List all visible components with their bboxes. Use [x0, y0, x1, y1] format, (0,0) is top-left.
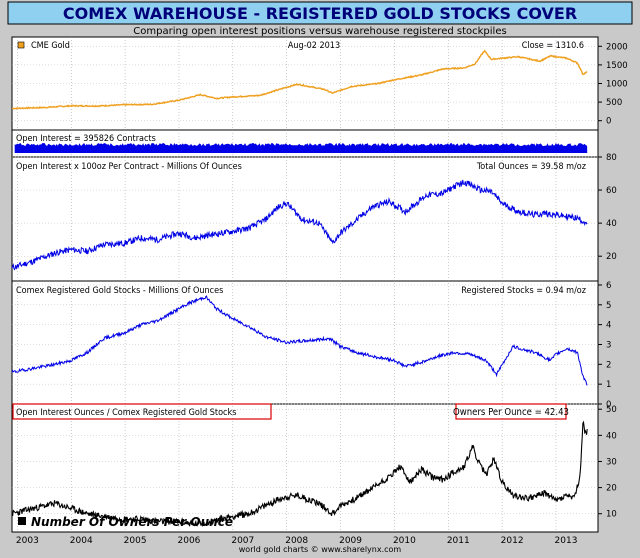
y-tick-label: 60 [606, 186, 617, 196]
x-tick-label: 2006 [178, 536, 201, 546]
y-tick-label: 20 [606, 252, 617, 262]
footer-credit: world gold charts © www.sharelynx.com [239, 545, 402, 554]
y-tick-label: 10 [606, 510, 617, 520]
y-tick-label: 6 [606, 281, 611, 291]
y-tick-label: 500 [606, 98, 622, 108]
chart-subtitle: Comparing open interest positions versus… [133, 26, 506, 37]
gold-legend-label: CME Gold [31, 41, 70, 51]
ratio-label-box [12, 403, 272, 420]
gold-price-line [12, 49, 588, 110]
y-tick-label: 5 [606, 301, 611, 311]
y-tick-label: 3 [606, 340, 611, 350]
gold-date-label: Aug-02 2013 [288, 41, 340, 51]
y-tick-label: 1500 [606, 61, 628, 71]
x-tick-label: 2012 [501, 536, 524, 546]
y-tick-label: 40 [606, 431, 617, 441]
x-tick-label: 2008 [285, 536, 308, 546]
owners-legend-swatch [18, 517, 26, 525]
plot-frame [11, 36, 599, 533]
x-tick-label: 2010 [393, 536, 416, 546]
y-tick-label: 30 [606, 457, 617, 467]
y-tick-label: 40 [606, 219, 617, 229]
y-tick-label: 20 [606, 484, 617, 494]
y-tick-label: 4 [606, 321, 611, 331]
owners-legend-label: Number Of Owners Per Ounce [31, 515, 233, 529]
y-tick-label: 2000 [606, 42, 628, 52]
y-tick-label: 1000 [606, 80, 628, 90]
y-tick-label: 80 [606, 153, 617, 163]
open-interest-area [14, 143, 588, 153]
x-tick-label: 2013 [555, 536, 578, 546]
open-interest-label: Open Interest = 395826 Contracts [16, 134, 156, 144]
owners-readout-box [455, 403, 567, 420]
y-tick-label: 50 [606, 405, 617, 415]
oi-ounces-label: Open Interest x 100oz Per Contract - Mil… [16, 162, 242, 172]
x-tick-label: 2011 [447, 536, 470, 546]
registered-stocks-label: Comex Registered Gold Stocks - Millions … [16, 286, 223, 296]
x-tick-label: 2005 [124, 536, 147, 546]
gold-legend-swatch [17, 41, 25, 49]
registered-stocks-line [11, 295, 588, 386]
title-bar [7, 1, 633, 25]
chart-title: COMEX WAREHOUSE - REGISTERED GOLD STOCKS… [63, 4, 577, 23]
y-tick-label: 2 [606, 360, 611, 370]
y-tick-label: 1 [606, 380, 611, 390]
oi-ounces-line [11, 179, 588, 271]
x-tick-label: 2003 [16, 536, 39, 546]
y-tick-label: 0 [606, 400, 611, 410]
y-tick-label: 0 [606, 117, 611, 127]
total-ounces-readout: Total Ounces = 39.58 m/oz [476, 162, 586, 172]
x-tick-label: 2007 [231, 536, 254, 546]
gold-close-readout: Close = 1310.6 [522, 41, 584, 51]
owners-per-ounce-line [11, 420, 588, 528]
x-tick-label: 2009 [339, 536, 362, 546]
ratio-label: Open Interest Ounces / Comex Registered … [16, 408, 236, 418]
tick-labels: 2003 2004 2005 2006 2007 2008 2009 2010 2011 2012… [16, 42, 628, 546]
series-layer [11, 49, 588, 528]
registered-stocks-readout: Registered Stocks = 0.94 m/oz [461, 286, 586, 296]
owners-per-ounce-readout: Owners Per Ounce = 42.43 [453, 407, 569, 418]
x-tick-label: 2004 [70, 536, 93, 546]
